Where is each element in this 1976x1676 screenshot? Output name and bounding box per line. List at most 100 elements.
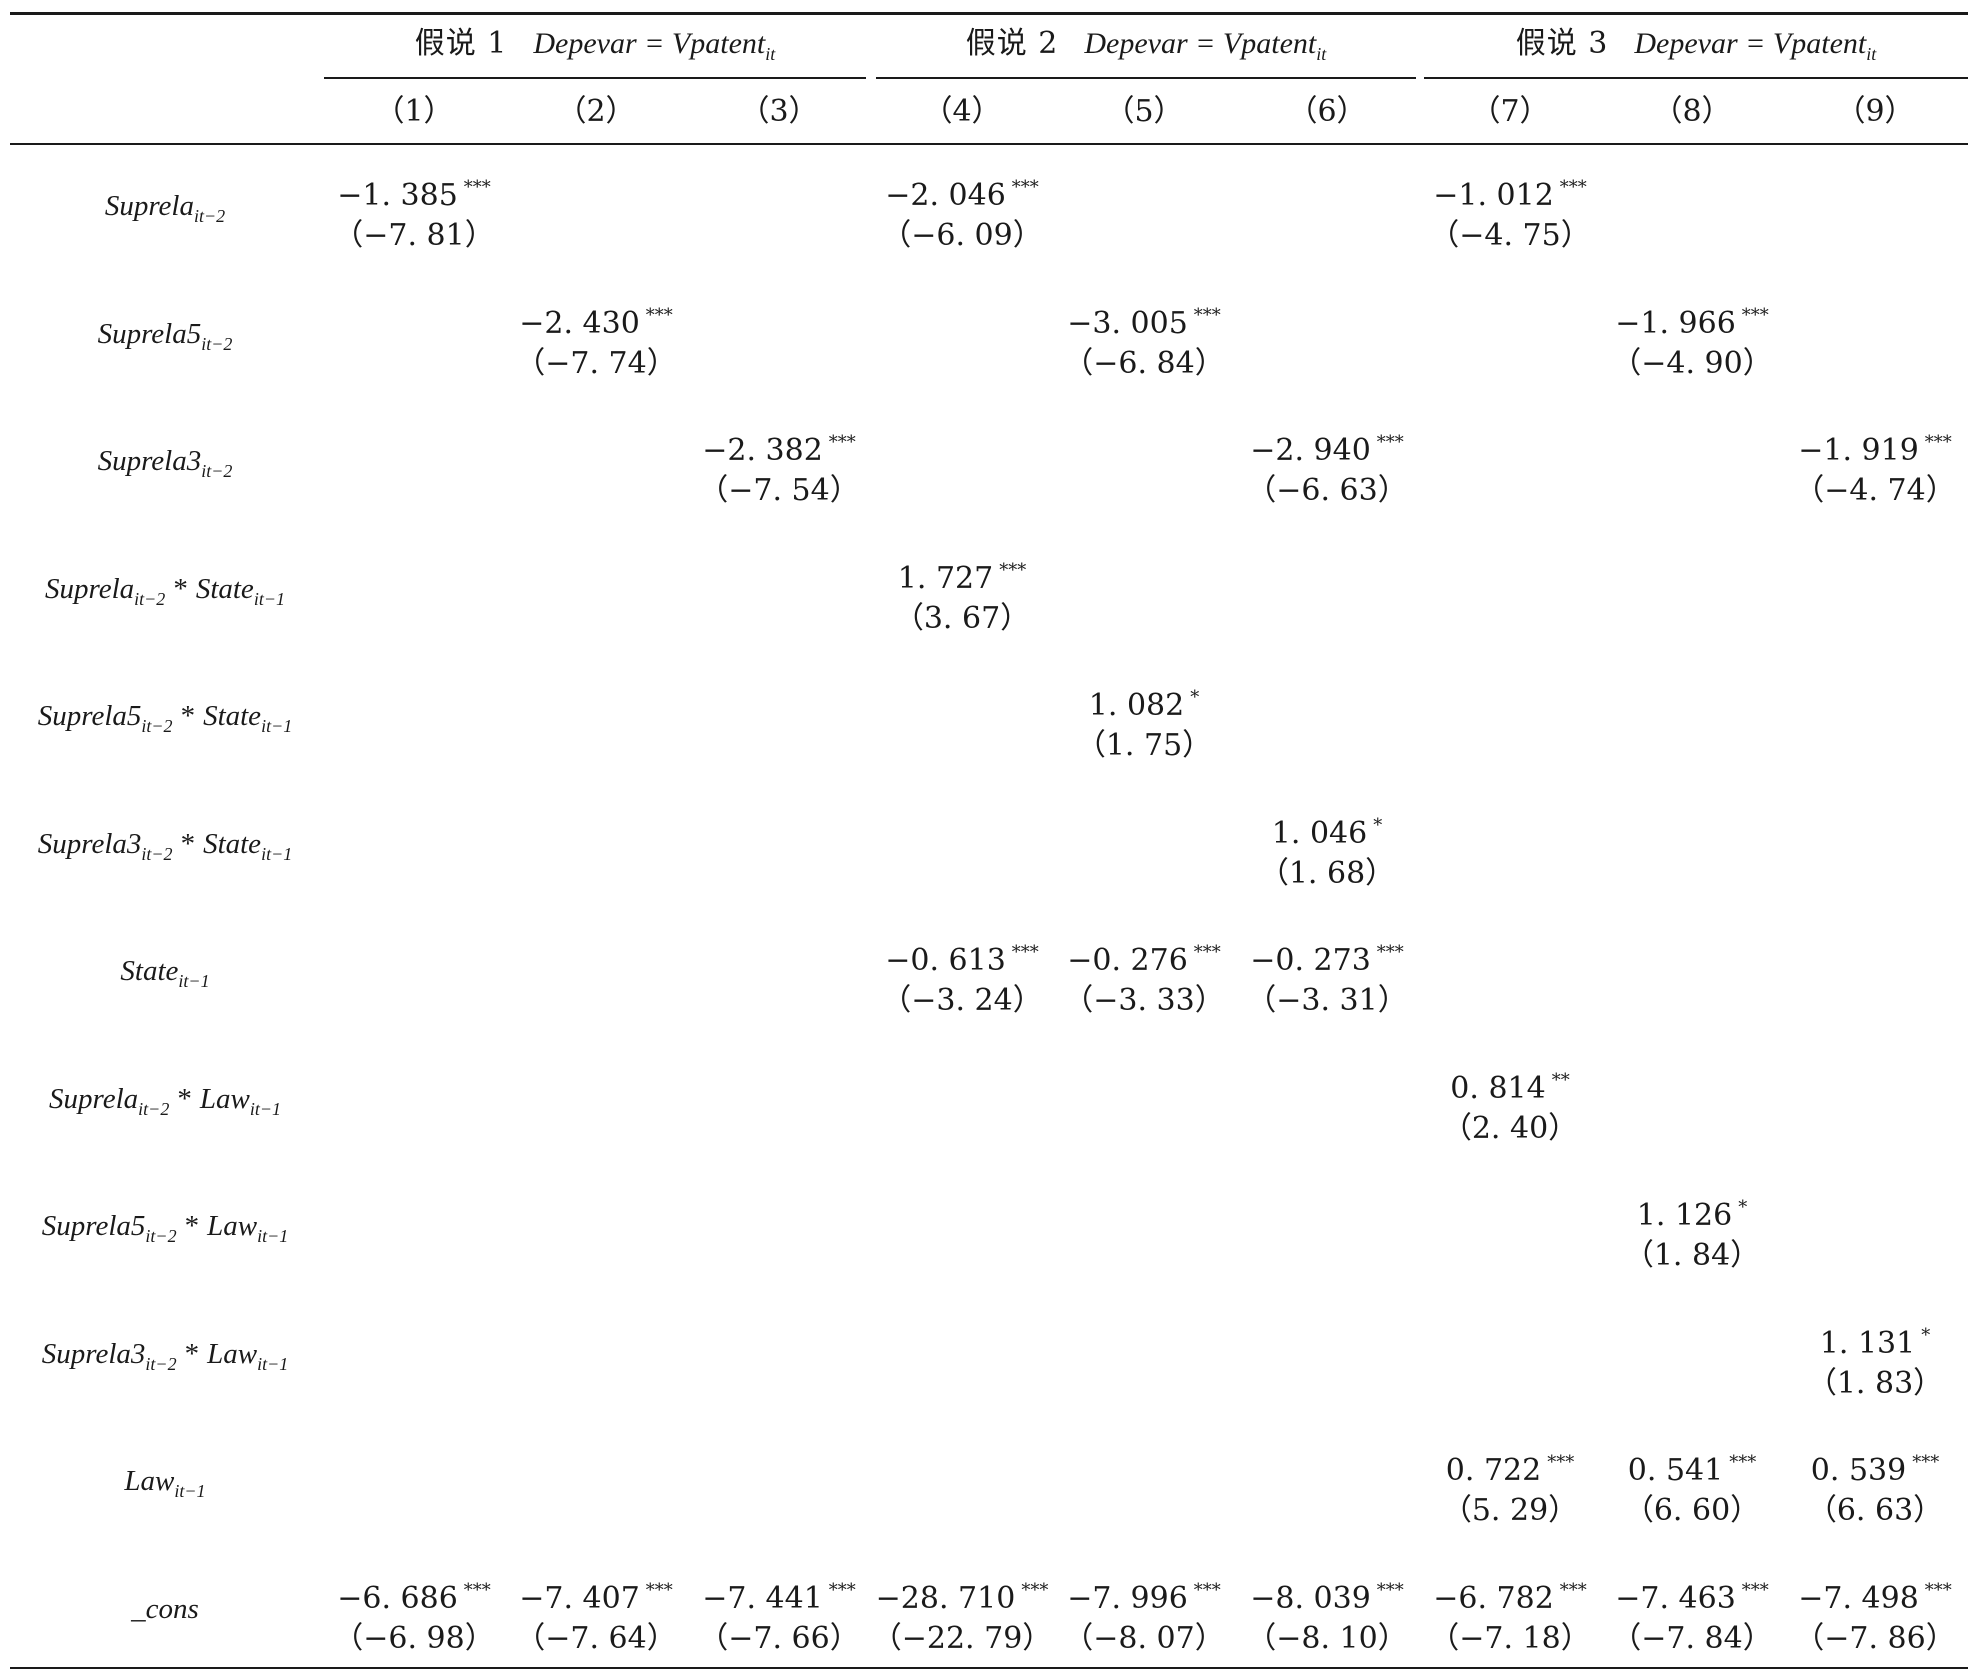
significance-stars: * (1921, 1324, 1931, 1346)
t-statistic: （−3. 31） (1246, 983, 1408, 1018)
hypothesis-2-rule (876, 77, 1416, 79)
hypothesis-label: 假说 1 (414, 26, 508, 61)
coefficient: −2. 430 *** (504, 296, 688, 341)
coefficient-value: 1. 082 (1088, 688, 1185, 723)
coefficient-value: −1. 966 (1615, 305, 1736, 341)
significance-stars: *** (1021, 1579, 1049, 1601)
significance-stars: *** (463, 177, 491, 198)
t-statistic: （3. 67） (893, 600, 1031, 636)
dependent-variable-subscript: it (1866, 44, 1877, 64)
coefficient-value: −7. 463 (1615, 1580, 1736, 1616)
coefficient: 1. 082 * (1052, 678, 1236, 723)
interaction-variable: Law (207, 1210, 258, 1242)
row-label: Suprelait−2 * Lawit−1 (10, 1083, 320, 1120)
variable-name: Suprela3 (41, 1337, 146, 1370)
column-header-8: （8） (1652, 94, 1732, 129)
t-statistic: （−3. 33） (1063, 983, 1225, 1018)
hypothesis-label: 假说 3 (1515, 26, 1609, 61)
coefficient: −7. 407 *** (504, 1571, 688, 1616)
coefficient-value: 1. 126 (1636, 1198, 1733, 1233)
t-statistic: （−6. 09） (881, 218, 1043, 253)
interaction-subscript: it−1 (261, 716, 293, 736)
column-header-7: （7） (1470, 94, 1550, 129)
t-statistic: （1. 75） (1075, 728, 1213, 763)
interaction-operator: * (184, 1210, 200, 1242)
t-statistic: （−3. 24） (881, 983, 1043, 1018)
significance-stars: *** (1193, 1579, 1221, 1601)
interaction-subscript: it−1 (257, 1353, 289, 1374)
interaction-subscript: it−1 (257, 1226, 289, 1246)
coefficient-value: 0. 539 (1810, 1453, 1907, 1488)
significance-stars: *** (645, 304, 673, 326)
interaction-variable: Law (199, 1082, 250, 1115)
significance-stars: *** (1547, 1452, 1575, 1473)
variable-subscript: it−2 (201, 461, 233, 481)
interaction-subscript: it−1 (249, 1098, 281, 1119)
coefficient: 0. 814 ** (1418, 1061, 1602, 1106)
row-label: Suprela5it−2 * Lawit−1 (10, 1210, 320, 1247)
coefficient: −1. 919 *** (1783, 423, 1967, 468)
interaction-variable: State (203, 700, 262, 732)
variable-subscript: it−2 (145, 1226, 177, 1246)
significance-stars: * (1373, 814, 1383, 836)
t-statistic: （−7. 64） (515, 1620, 677, 1656)
t-statistic: （5. 29） (1441, 1493, 1579, 1528)
t-statistic: （−4. 74） (1794, 473, 1956, 508)
significance-stars: *** (1729, 1452, 1757, 1473)
coefficient-value: −2. 430 (519, 305, 640, 341)
interaction-subscript: it−1 (253, 588, 285, 609)
coefficient-value: 1. 131 (1819, 1325, 1916, 1361)
t-statistic: （−6. 63） (1246, 473, 1408, 508)
coefficient-value: −7. 996 (1067, 1580, 1188, 1616)
variable-subscript: it−2 (141, 716, 173, 736)
coefficient: −8. 039 *** (1235, 1571, 1419, 1616)
interaction-variable: State (203, 827, 262, 860)
column-header-4: （4） (922, 94, 1002, 129)
column-header-3: （3） (739, 94, 819, 129)
coefficient: −7. 463 *** (1600, 1571, 1784, 1616)
variable-name: Suprela (104, 190, 194, 222)
t-statistic: （−6. 84） (1063, 345, 1225, 381)
coefficient-value: −2. 382 (702, 433, 823, 468)
t-statistic: （−22. 79） (871, 1620, 1053, 1656)
variable-name: Suprela3 (37, 827, 142, 860)
significance-stars: *** (1193, 304, 1221, 326)
coefficient-value: 0. 814 (1450, 1070, 1546, 1106)
coefficient: −2. 046 *** (870, 168, 1054, 213)
coefficient-value: −0. 613 (885, 943, 1006, 978)
row-label: Suprela3it−2 * Stateit−1 (10, 828, 320, 865)
row-label: Suprelait−2 (10, 190, 320, 227)
coefficient: −6. 782 *** (1418, 1571, 1602, 1616)
coefficient-value: −2. 046 (885, 178, 1006, 213)
t-statistic: （1. 84） (1623, 1238, 1761, 1273)
header-bottom-rule (10, 143, 1968, 145)
significance-stars: *** (1912, 1452, 1940, 1473)
hypothesis-header-2: 假说 2 Depevar = Vpatentit (876, 24, 1416, 64)
t-statistic: （−8. 07） (1063, 1620, 1225, 1656)
significance-stars: *** (1376, 1579, 1404, 1601)
hypothesis-1-rule (324, 77, 866, 79)
coefficient: −2. 940 *** (1235, 423, 1419, 468)
significance-stars: *** (1011, 942, 1039, 963)
coefficient: −28. 710 *** (870, 1571, 1054, 1616)
variable-name: _cons (131, 1592, 199, 1625)
row-label: Suprela3it−2 (10, 445, 320, 482)
significance-stars: *** (999, 559, 1027, 581)
significance-stars: *** (1376, 942, 1404, 963)
t-statistic: （−4. 75） (1429, 218, 1591, 253)
coefficient: 1. 126 * (1600, 1188, 1784, 1233)
interaction-variable: State (195, 572, 254, 605)
significance-stars: *** (1559, 177, 1587, 198)
variable-name: Suprela5 (97, 317, 202, 350)
row-label: Suprelait−2 * Stateit−1 (10, 573, 320, 610)
significance-stars: *** (1924, 432, 1952, 453)
significance-stars: *** (1741, 1579, 1769, 1601)
coefficient-value: −7. 498 (1798, 1580, 1919, 1616)
row-label: Suprela3it−2 * Lawit−1 (10, 1338, 320, 1375)
variable-name: Suprela (45, 572, 135, 605)
significance-stars: *** (828, 1579, 856, 1601)
variable-subscript: it−2 (138, 1098, 170, 1119)
variable-subscript: it−2 (145, 1353, 177, 1374)
variable-subscript: it−1 (174, 1481, 206, 1501)
coefficient: −7. 498 *** (1783, 1571, 1967, 1616)
